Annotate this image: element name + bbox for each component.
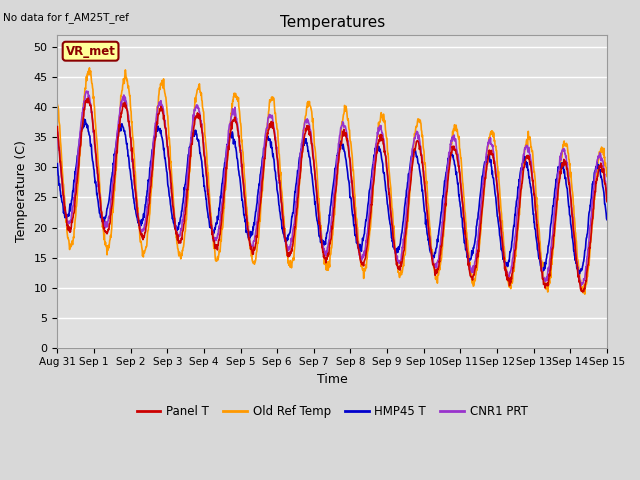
Text: No data for f_AM25T_ref: No data for f_AM25T_ref [3, 12, 129, 23]
Y-axis label: Temperature (C): Temperature (C) [15, 141, 28, 242]
Text: VR_met: VR_met [66, 45, 116, 58]
Legend: Panel T, Old Ref Temp, HMP45 T, CNR1 PRT: Panel T, Old Ref Temp, HMP45 T, CNR1 PRT [132, 400, 532, 423]
X-axis label: Time: Time [317, 373, 348, 386]
Title: Temperatures: Temperatures [280, 15, 385, 30]
